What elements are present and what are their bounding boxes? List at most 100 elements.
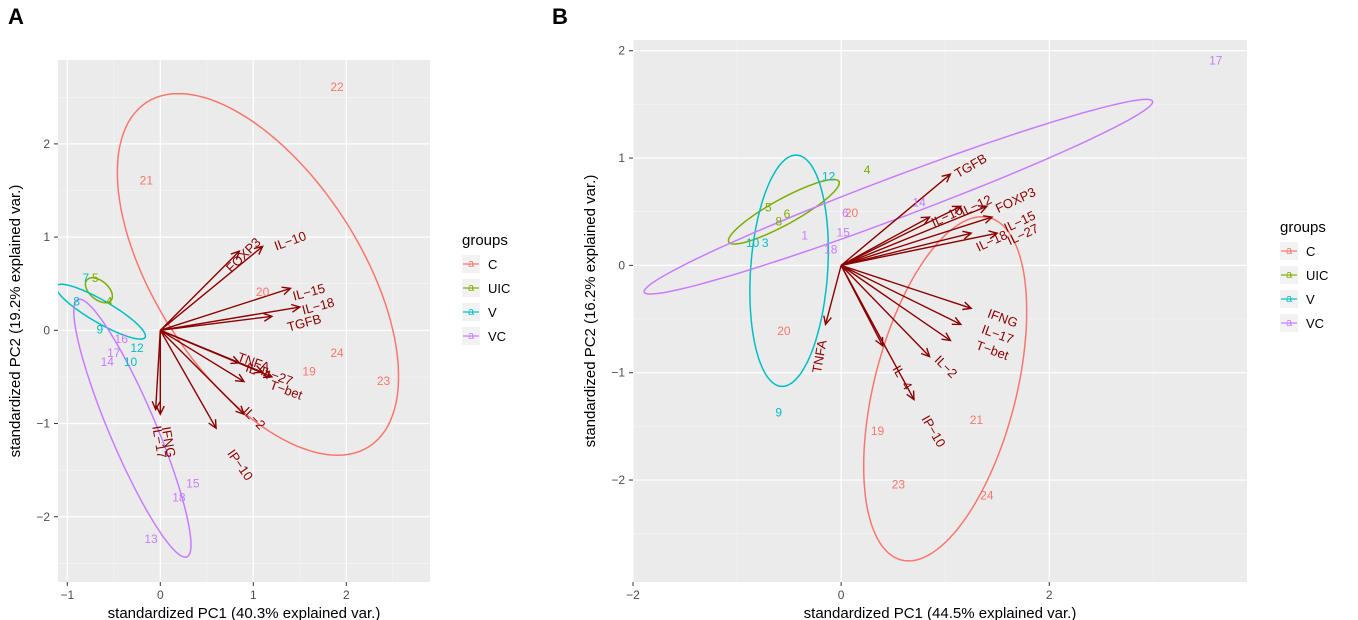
panel-a-loading-arrow-t-bet (160, 329, 273, 378)
panel-a-arrow-head-il-17 (151, 400, 161, 412)
panel-a-point-label: 5 (92, 271, 99, 285)
panel-a-y-tick-label: 2 (43, 137, 50, 151)
panel-b-loading-arrow-ifng (840, 264, 972, 309)
panel-b-loading-arrow-tnfa (824, 265, 842, 325)
panel-b-point-label: 24 (980, 488, 994, 502)
panel-b-arrow-head-ifng (962, 301, 973, 311)
panel-b-loading-arrow-foxp3 (840, 205, 988, 267)
panel-b-loading-arrow-tgfb (840, 173, 951, 266)
panel-a-y-tick-label: −1 (36, 417, 50, 431)
panel-b-legend-key-symbol: a (1286, 293, 1293, 305)
panel-a-loading-arrow-il-2 (159, 329, 245, 415)
panel-a-legend-key-symbol: a (468, 258, 475, 270)
panel-a-arrow-head-il-18 (290, 303, 302, 313)
panel-b-point-label: 20 (845, 206, 859, 220)
panel-b-point-label: 18 (824, 243, 838, 257)
panel-b-x-tick-label: 2 (1046, 588, 1053, 602)
panel-b-legend-key-symbol: a (1286, 269, 1293, 281)
panel-a-loading-arrow-il-15 (160, 287, 291, 331)
panel-a-legend-entry-c: C (488, 257, 497, 272)
panel-a-point-label: 10 (124, 355, 138, 369)
panel-b-arrow-head-il-18 (962, 230, 973, 240)
panel-b-point-label: 3 (762, 236, 769, 250)
panel-a-point-label: 17 (107, 346, 121, 360)
panel-b-point-label: 14 (913, 195, 927, 209)
panel-a-point-label: 12 (130, 341, 144, 355)
panel-b-legend-entry-c: C (1306, 244, 1315, 259)
panel-b-loading-arrow-il-27 (840, 232, 998, 267)
panel-b-point-label: 21 (970, 413, 984, 427)
panel-b-plot-area: TGFBIL−10IL−12FOXP3IL−15IL−18IL−27IFNGIL… (643, 54, 1223, 562)
panel-b-arrow-head-il-2 (920, 347, 931, 358)
panel-a-ellipse-uic (84, 277, 114, 304)
panel-a-point-label: 9 (97, 322, 104, 336)
panel-a-point-label: 15 (186, 476, 200, 490)
panel-b-tag: B (552, 4, 568, 29)
panel-b-loading-arrow-il-15 (840, 216, 993, 267)
panel-a-arrow-head-ip-10 (208, 419, 217, 430)
panel-b-y-tick-label: −1 (611, 366, 625, 380)
panel-a-point-label: 13 (144, 532, 158, 546)
panel-b-point-label: 4 (864, 163, 871, 177)
panel-b-point-label: 8 (775, 215, 782, 229)
panel-b-point-label: 20 (777, 324, 791, 338)
panel-b-arrow-head-foxp3 (977, 205, 989, 214)
panel-b-point-label: 6 (784, 207, 791, 221)
panel-a-y-tick-label: −2 (36, 510, 50, 524)
panel-a-point-label: 18 (172, 490, 186, 504)
panel-a-point-label: 20 (256, 285, 270, 299)
panel-b-loading-arrow-il-17 (840, 264, 962, 326)
panel-b-legend-entry-v: V (1306, 292, 1315, 307)
panel-b-arrow-head-il-17 (951, 316, 963, 326)
panel-b-point-label: 23 (892, 478, 906, 492)
panel-a-loading-arrow-tgfb (160, 315, 272, 332)
panel-a-arrow-head-il-15 (281, 286, 293, 296)
panel-a-x-tick-label: 0 (157, 588, 164, 602)
panel-b-point-label: 15 (837, 225, 851, 239)
panel-b-y-axis-title: standardized PC2 (16.2% explained var.) (582, 175, 599, 448)
panel-b-legend-entry-uic: UIC (1306, 268, 1328, 283)
panel-a-point-label: 19 (302, 364, 316, 378)
panel-b-arrow-head-il-12 (951, 205, 963, 214)
panel-b-point-label: 5 (765, 201, 772, 215)
panel-b-loading-arrow-ip-10 (840, 265, 915, 400)
panel-a-point-label: 16 (115, 332, 129, 346)
panel-b-loading-arrow-il-2 (840, 264, 931, 358)
panel-b-point-label: 9 (775, 406, 782, 420)
panel-b-arrow-head-tnfa (823, 315, 832, 326)
panel-a-y-tick-label: 1 (43, 230, 50, 244)
panel-b-legend-title: groups (1280, 219, 1326, 236)
panel-a-loading-arrow-il-18 (160, 306, 300, 332)
panel-b-ellipse-vc (643, 98, 1154, 295)
panel-a-arrow-head-tgfb (263, 312, 274, 322)
panel-b-point-label: 12 (822, 170, 836, 184)
panel-a-point-label: 8 (73, 295, 80, 309)
panel-a-x-tick-label: −1 (60, 588, 74, 602)
panel-b-point-label: 10 (746, 236, 760, 250)
panel-a-legend-key-symbol: a (468, 330, 475, 342)
panel-a-variable-label: IFNG (159, 425, 179, 458)
panel-b-arrow-head-il-15 (983, 215, 994, 224)
panel-a-variable-label: IL−17 (149, 424, 169, 459)
panel-a-arrow-head-il-4 (234, 373, 246, 383)
panel-a-loading-arrow-ip-10 (159, 329, 217, 429)
panel-a-point-label: 24 (330, 346, 344, 360)
panel-a-ellipse-v (58, 283, 147, 340)
panel-b-arrow-head-il-4 (875, 336, 884, 348)
panel-b-arrow-head-tgfb (941, 173, 952, 183)
panel-b-y-tick-label: −2 (611, 473, 625, 487)
panel-b-ellipse-v (749, 154, 830, 388)
panel-b-arrow-head-il-10 (920, 216, 932, 225)
panel-a-loading-arrow-il-17 (154, 330, 161, 410)
panel-a-x-axis-title: standardized PC1 (40.3% explained var.) (108, 605, 381, 620)
panel-a-point-label: 7 (83, 271, 90, 285)
panel-b-legend: groups a Ca UIC a Va VC (1280, 219, 1328, 332)
panel-a-y-tick-label: 0 (43, 323, 50, 337)
panel-a-point-label: 14 (101, 355, 115, 369)
panel-b-legend-key-symbol: a (1286, 317, 1293, 329)
panel-b-point-label: 19 (871, 424, 885, 438)
panel-a-tag: A (8, 4, 24, 29)
